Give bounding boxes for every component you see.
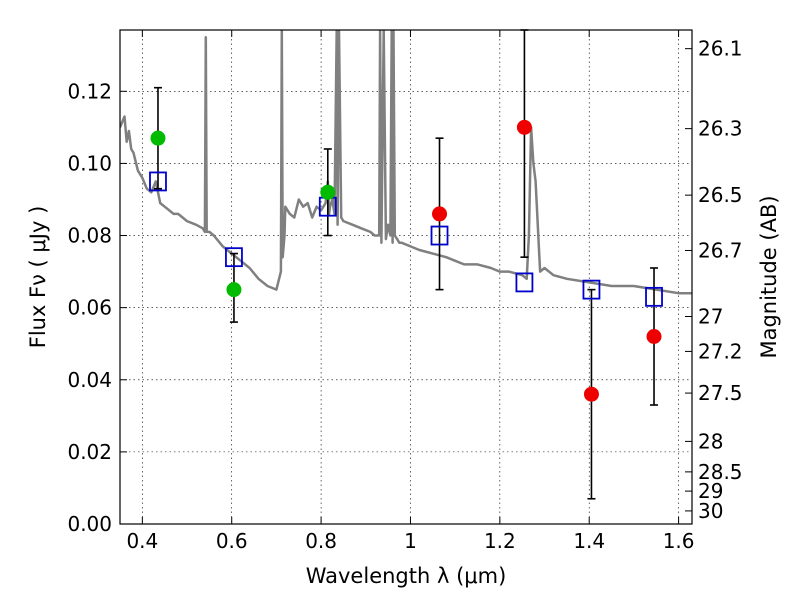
x-axis-label: Wavelength λ (μm) [306,564,507,588]
mag-tick-label: 26.5 [698,183,743,207]
green-data-point [226,282,241,297]
mag-tick-label: 30 [698,499,723,523]
mag-tick-label: 27.2 [698,339,743,363]
chart-container: 0.4 0.6 0.8 1 1.2 1.4 1.6 0.00 0.02 0.04 0.06 0.08 0… [0,0,800,600]
y-tick-label: 0.04 [67,368,112,392]
x-tick-label: 0.6 [216,529,248,553]
y2-axis-label: Magnitude (AB) [757,195,781,358]
mag-tick-label: 26.3 [698,117,743,141]
y-tick-label: 0.10 [67,151,112,175]
green-data-point [320,185,335,200]
plot-area [120,30,692,499]
mag-tick-label: 27.5 [698,381,743,405]
mag-tick-label: 26.1 [698,37,743,61]
mag-tick-label: 26.7 [698,238,743,262]
x-tick-label: 1 [404,529,417,553]
red-data-point [584,387,599,402]
y-tick-label: 0.08 [67,224,112,248]
y-tick-label: 0.00 [67,512,112,536]
x-tick-label: 1.6 [663,529,695,553]
red-data-point [517,120,532,135]
x-tick-label: 1.4 [573,529,605,553]
mag-tick-label: 27 [698,305,723,329]
red-data-point [647,329,662,344]
y-tick-label: 0.12 [67,79,112,103]
y-tick-label: 0.02 [67,440,112,464]
y-axis-label: Flux Fν ( μJy ) [26,206,50,349]
y-tick-label: 0.06 [67,296,112,320]
x-tick-label: 0.4 [126,529,158,553]
axes: 0.4 0.6 0.8 1 1.2 1.4 1.6 0.00 0.02 0.04 0.06 0.08 0… [67,30,742,553]
x-tick-label: 0.8 [305,529,337,553]
data-marks [150,30,662,499]
green-data-point [150,131,165,146]
model-spectrum-line [120,30,692,293]
mag-tick-label: 28 [698,429,723,453]
x-tick-label: 1.2 [484,529,516,553]
sed-chart: 0.4 0.6 0.8 1 1.2 1.4 1.6 0.00 0.02 0.04 0.06 0.08 0… [0,0,800,600]
red-data-point [432,206,447,221]
model-spectrum [120,30,692,293]
